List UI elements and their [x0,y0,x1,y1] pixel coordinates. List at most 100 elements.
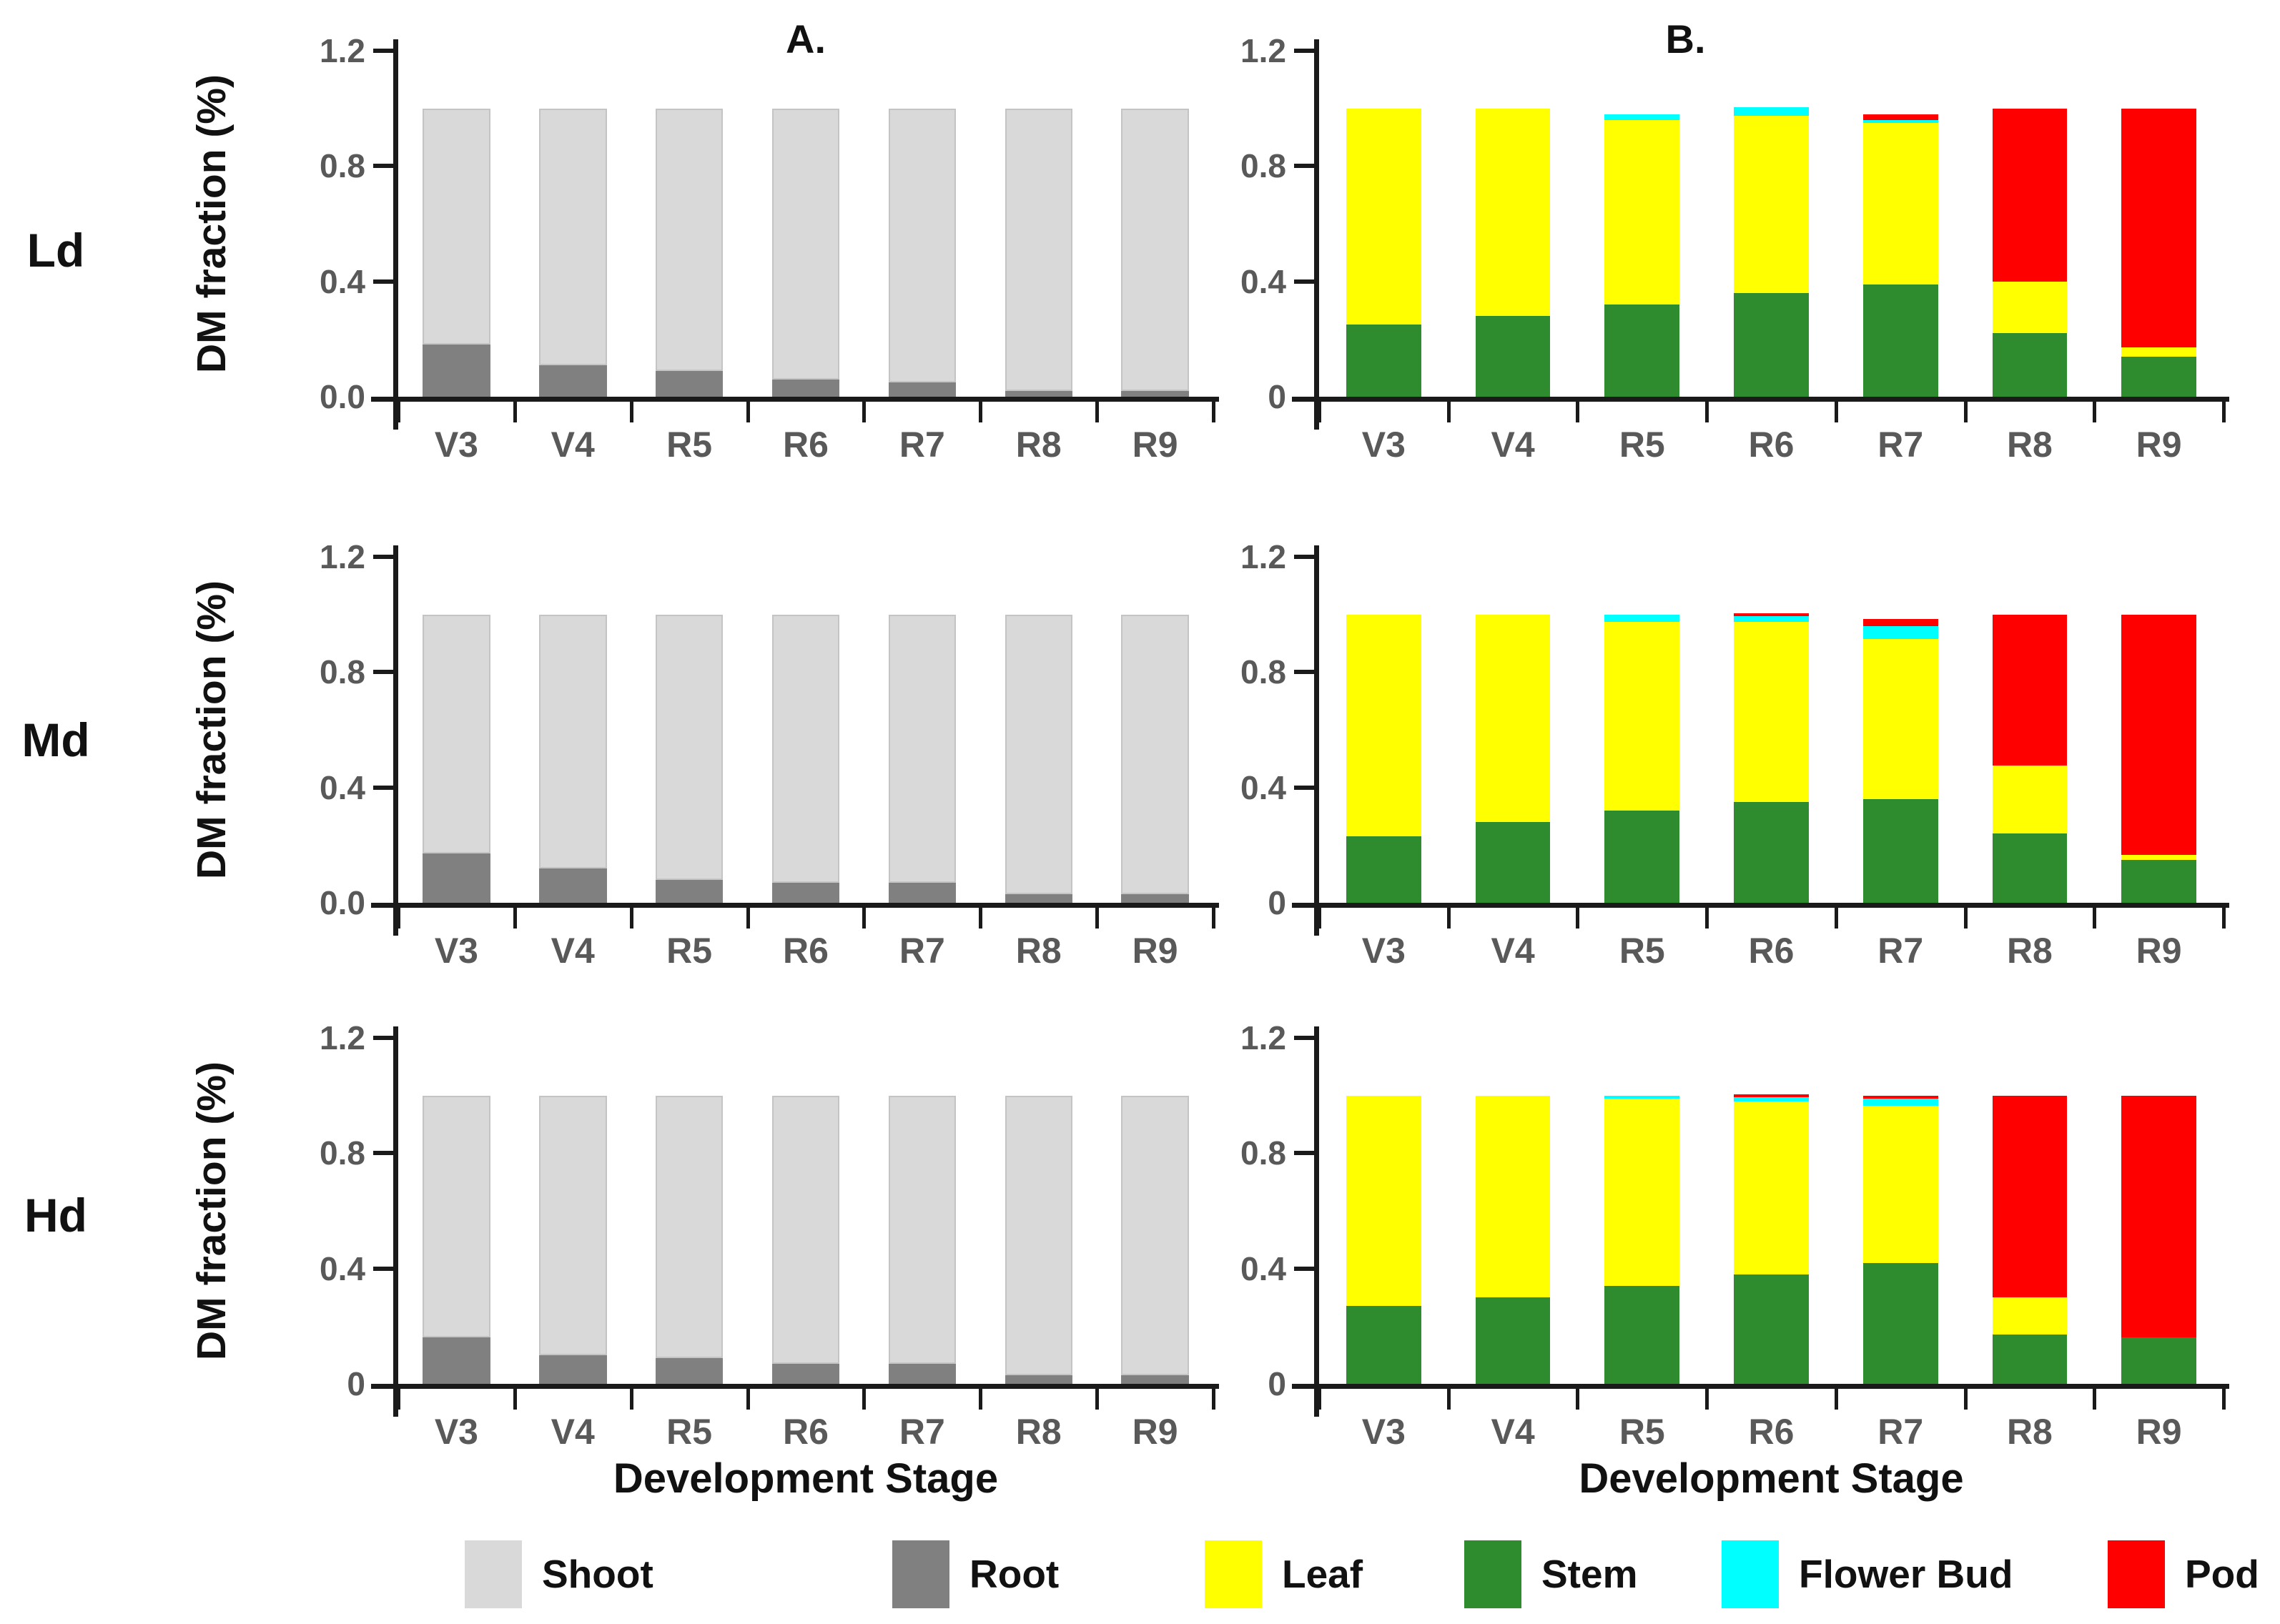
stem-segment [1346,836,1421,903]
y-axis-title-hd: DM fraction (%) [189,1061,235,1360]
bar-slot [980,1038,1097,1384]
x-category-label: V4 [551,425,595,465]
leaf-segment [1992,281,2068,334]
leaf-segment [1734,115,1809,293]
x-category-label: R8 [2006,425,2053,465]
x-category-label: R7 [1877,931,1924,971]
root-segment [423,1337,490,1384]
x-category-label: R5 [1619,1412,1665,1452]
stem-segment [2121,356,2197,397]
y-tick-label: 0.8 [320,147,365,185]
leaf-segment [1992,1297,2068,1335]
bar-Ld-B-R5 [1604,51,1680,397]
pod-segment [1862,618,1938,626]
y-tick-label: 0.4 [1240,262,1286,300]
pod-segment [2121,1095,2197,1338]
leaf-segment [2121,855,2197,860]
y-tick-label: 0.0 [320,378,365,415]
x-tick-mark [1576,1384,1580,1410]
bar-Md-B-R9 [2121,557,2197,903]
shoot-segment [539,108,607,365]
x-category-label: R5 [666,425,713,465]
bar-Ld-A-R6 [771,51,840,397]
x-category-label: R5 [666,931,713,971]
legend-label-flower-bud: Flower Bud [1799,1551,2013,1596]
root-segment [888,1363,957,1384]
x-tick-mark [1318,397,1321,422]
bar-slot [1836,557,1965,903]
shoot-segment [1005,108,1072,391]
x-category-label: R8 [1015,931,1062,971]
bar-slot [631,51,748,397]
bar-slot [1319,557,1449,903]
bar-slot [1965,557,2095,903]
flower-bud-segment [1604,1095,1680,1099]
bar-Md-B-V4 [1475,557,1551,903]
bar-Ld-A-V3 [423,51,490,397]
bar-slot [2094,51,2224,397]
bar-slot [631,557,748,903]
stem-segment [1475,822,1551,903]
x-category-label: R8 [1015,425,1062,465]
y-tick-mark [1294,164,1314,169]
bar-slot [631,1038,748,1384]
x-tick-mark [1576,903,1580,929]
y-tick-label: 0.4 [1240,768,1286,806]
x-tick-mark [1446,1384,1451,1410]
x-category-label: R9 [2136,425,2182,465]
bar-slot [748,557,864,903]
bar-slot [515,51,631,397]
legend-item-pod: Pod [2108,1537,2259,1611]
bar-slot [864,557,980,903]
y-axis-line [1314,545,1319,936]
shoot-segment [655,1095,724,1358]
x-tick-mark [1705,903,1709,929]
y-tick-mark [373,670,393,675]
shoot-segment [888,1095,957,1364]
flower-bud-segment [1734,615,1809,622]
x-category-label: R7 [899,1412,945,1452]
bar-Ld-A-R7 [888,51,957,397]
legend-item-stem: Stem [1464,1537,1638,1611]
x-axis-line [371,903,1219,908]
root-segment [771,379,840,397]
bars-area [1319,51,2224,397]
x-tick-mark [629,903,633,929]
bar-Ld-B-R8 [1992,51,2068,397]
y-tick-label: 0.8 [1240,1134,1286,1172]
bar-Ld-B-V3 [1346,51,1421,397]
bar-slot [864,51,980,397]
x-category-label: R5 [1619,931,1665,971]
x-category-label: R6 [1748,931,1795,971]
x-tick-mark [397,903,400,929]
x-category-label: V4 [551,1412,595,1452]
y-tick-label: 0 [1268,1365,1286,1402]
root-segment [1121,1375,1189,1384]
pod-segment [1734,1094,1809,1097]
y-tick-mark [1294,1036,1314,1040]
bar-Md-B-R7 [1862,557,1938,903]
y-tick-mark [1294,785,1314,790]
y-tick-label: 0.4 [320,262,365,300]
y-tick-label: 0.8 [1240,653,1286,691]
legend-label-pod: Pod [2185,1551,2259,1596]
y-tick-mark [1294,49,1314,53]
x-tick-mark [2093,903,2097,929]
y-axis-line [1314,1026,1319,1417]
pod-segment [1992,614,2068,766]
x-tick-mark [1095,1384,1100,1410]
x-axis-line [1292,397,2229,402]
bar-slot [1965,51,2095,397]
y-tick-mark [373,279,393,284]
pod-segment [2121,614,2197,856]
stem-segment [1604,304,1680,397]
stem-segment [1604,1285,1680,1384]
bars-area [1319,1038,2224,1384]
bar-slot [1965,1038,2095,1384]
x-tick-mark [2093,397,2097,422]
bar-Ld-A-V4 [539,51,607,397]
bar-Hd-A-V3 [423,1038,490,1384]
x-tick-mark [1834,903,1838,929]
shoot-segment [1121,108,1189,391]
